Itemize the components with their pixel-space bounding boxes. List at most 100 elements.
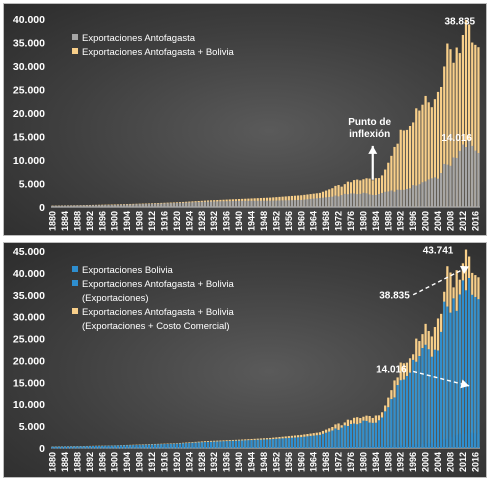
bar [126,447,129,449]
bar [79,447,82,449]
bar [468,277,471,448]
bar [188,202,191,207]
bar [244,200,247,207]
bar [293,447,297,448]
y-tick-label: 5.000 [19,421,45,433]
bar [216,201,219,207]
bar [150,203,154,207]
bar [405,188,409,207]
x-tick-label: 1940 [234,452,244,472]
legend-label: (Exportaciones + Costo Comercial) [82,321,230,332]
bar [206,441,210,448]
chart-top-svg: 0 5.000 10.000 15.000 20.000 25.000 30.000 35.0… [13,14,480,231]
bar [57,205,60,207]
bar [54,446,57,448]
bar [200,201,203,207]
bar [362,420,365,448]
x-tick-label: 1912 [147,452,157,472]
bar [412,185,415,207]
x-tick-label: 1924 [184,211,194,231]
bar [325,432,328,448]
bar [343,425,346,448]
bar [241,440,244,448]
bar [197,447,200,449]
bar [337,429,340,448]
bar [154,203,157,207]
bar [471,294,474,448]
bar [225,447,228,449]
x-tick-label: 1932 [209,211,219,231]
y-tick-label: 0 [39,443,45,455]
bar [126,445,129,448]
bar [340,195,343,207]
bar [474,296,477,448]
bar [98,447,101,449]
bar [461,144,465,207]
x-tick-label: 1896 [97,211,107,231]
bar [412,122,415,207]
bar [356,446,359,448]
x-tick-label: 1944 [247,211,257,231]
x-tick-label: 1940 [234,211,244,231]
bar [157,444,160,448]
bar [477,47,480,208]
bar [464,433,468,448]
x-tick-label: 2012 [458,452,468,472]
bar [421,347,424,448]
bar [182,202,185,207]
bar [132,447,135,449]
bar [368,194,371,207]
bar [160,447,163,449]
chart-panel-top: 0 5.000 10.000 15.000 20.000 25.000 30.000 35.0… [3,3,487,236]
bar [113,447,116,449]
bar [380,175,384,207]
annotation-arrow-line [412,370,470,387]
legend-swatch [72,266,78,272]
bar [300,437,303,448]
bar [293,437,297,448]
x-tick-label: 1912 [147,211,157,231]
bar [119,447,123,449]
bar [200,447,203,449]
bar [418,110,421,207]
bar [169,447,172,449]
x-tick-label: 1880 [48,452,58,472]
bar [405,129,409,207]
x-tick-label: 2012 [458,211,468,231]
bar [60,447,63,449]
annotation-arrow-line [412,265,470,296]
bar [362,192,365,207]
x-tick-label: 1996 [408,211,418,231]
bar [253,439,256,448]
bar [172,443,175,448]
bar [178,447,182,449]
x-tick-label: 1968 [321,211,331,231]
x-tick-label: 1928 [197,211,207,231]
x-tick-label: 2016 [470,452,480,472]
bar [241,200,244,207]
bar [477,299,480,448]
x-tick-label: 1900 [110,211,120,231]
bar [76,446,79,448]
bar [368,178,371,207]
bar [209,201,213,207]
annotation-label: 38.835 [444,16,475,27]
bar [427,102,430,207]
bar [73,447,76,449]
bar [73,205,76,207]
x-tick-label: 1916 [159,211,169,231]
bar [225,441,228,448]
bar [440,440,443,448]
legend-label: Exportaciones Antofagasta + Bolivia [82,47,235,58]
bar [231,447,234,449]
bar [471,432,474,448]
bar [234,200,238,207]
bar [166,443,169,448]
bar [328,431,331,448]
bar [209,447,213,449]
x-tick-label: 1896 [97,452,107,472]
bar [269,447,272,448]
annotation-arrowhead [459,265,470,274]
bar [443,439,446,448]
bar [440,86,443,207]
